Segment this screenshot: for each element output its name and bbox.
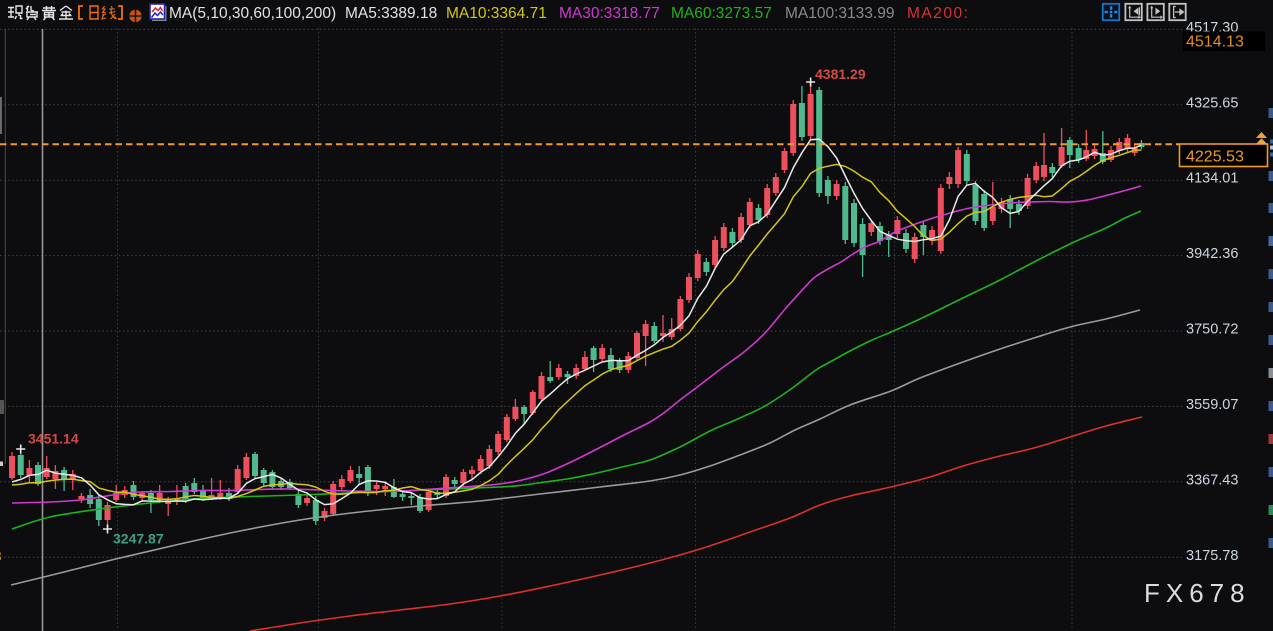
svg-text:FX678: FX678 (1144, 578, 1251, 608)
svg-text:3247.87: 3247.87 (113, 531, 164, 547)
svg-text:3175.78: 3175.78 (1186, 548, 1238, 564)
svg-text:3367.43: 3367.43 (1186, 472, 1238, 488)
svg-text:4514.13: 4514.13 (1186, 34, 1244, 51)
svg-text:3559.07: 3559.07 (1186, 397, 1238, 413)
svg-text:3: 3 (0, 548, 2, 564)
svg-text:4381.29: 4381.29 (815, 66, 866, 82)
svg-text:4134.01: 4134.01 (1186, 171, 1238, 187)
svg-text:3451.14: 3451.14 (28, 431, 79, 447)
svg-text:4325.65: 4325.65 (1186, 95, 1238, 111)
svg-text:4225.53: 4225.53 (1186, 149, 1244, 166)
svg-text:3750.72: 3750.72 (1186, 322, 1238, 338)
svg-text:3942.36: 3942.36 (1186, 246, 1238, 262)
